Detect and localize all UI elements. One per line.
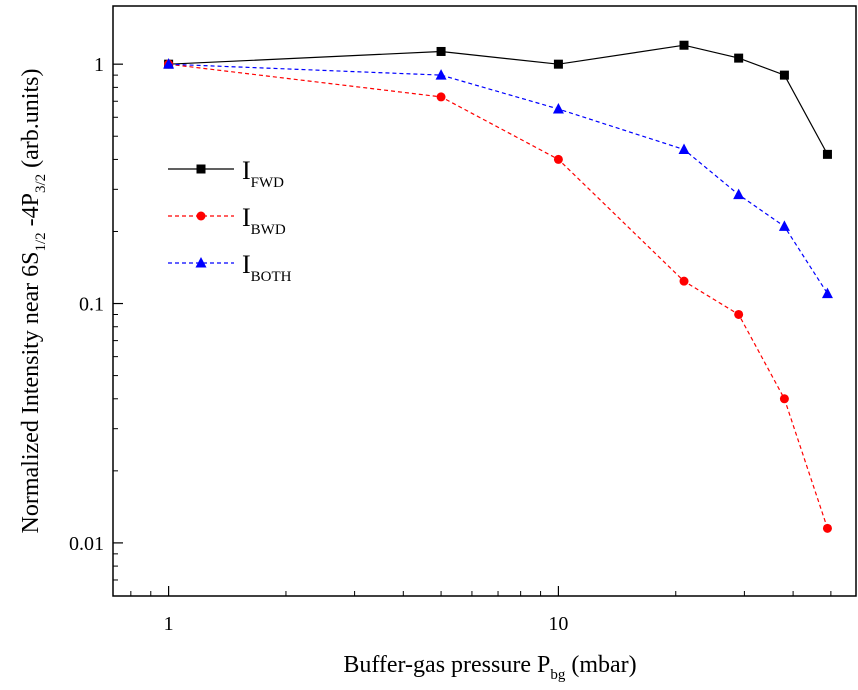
data-point-fwd	[734, 53, 744, 63]
data-point-both	[678, 143, 690, 155]
legend-label-main: I	[242, 250, 251, 279]
data-point-both	[733, 188, 745, 200]
data-point-fwd	[779, 70, 789, 80]
data-point-bwd	[822, 523, 832, 533]
data-point-both	[778, 220, 790, 231]
series-line-bwd	[168, 63, 829, 529]
tick-labels: 1 10 0.01 0.1 1	[69, 54, 568, 635]
data-point-both	[163, 58, 175, 69]
legend-label-bwd: IBWD	[242, 203, 286, 238]
data-point-bwd	[779, 394, 789, 404]
plot-frame	[112, 5, 857, 597]
legend-marker-both	[195, 257, 207, 268]
legend-label-main: I	[242, 203, 251, 232]
legend-item-fwd: IFWD	[168, 156, 284, 191]
series-layer	[163, 40, 833, 533]
legend-label-main: I	[242, 156, 251, 185]
legend-label-both: IBOTH	[242, 250, 292, 285]
data-point-both	[435, 69, 447, 80]
y-tick-label: 0.01	[69, 533, 104, 555]
data-point-bwd	[734, 309, 744, 319]
data-point-fwd	[436, 46, 446, 56]
x-tick-label: 10	[548, 613, 568, 635]
major-ticks	[113, 63, 560, 596]
legend-label-sub: FWD	[251, 175, 285, 191]
data-point-bwd	[553, 154, 563, 164]
data-point-bwd	[679, 276, 689, 286]
data-point-both	[821, 287, 833, 299]
x-tick-label: 1	[164, 613, 174, 635]
y-tick-label: 1	[94, 54, 104, 76]
data-point-fwd	[553, 59, 563, 69]
legend-label-sub: BOTH	[251, 269, 292, 285]
data-point-both	[552, 102, 564, 114]
minor-ticks	[113, 74, 832, 596]
x-axis-label: Buffer-gas pressure Pbg (mbar)	[343, 652, 636, 683]
legend-label-fwd: IFWD	[242, 156, 284, 191]
legend-label-sub: BWD	[251, 222, 286, 238]
series-line-fwd	[168, 44, 829, 155]
series-both	[163, 58, 833, 299]
legend-marker-fwd	[196, 164, 206, 174]
data-point-fwd	[822, 149, 832, 159]
legend-marker-bwd	[196, 211, 206, 221]
legend-item-both: IBOTH	[168, 250, 292, 285]
data-point-bwd	[436, 92, 446, 102]
y-axis-label: Normalized Intensity near 6S1/2 -4P3/2 (…	[18, 69, 49, 534]
legend-item-bwd: IBWD	[168, 203, 286, 238]
series-fwd	[164, 40, 832, 159]
data-point-fwd	[679, 40, 689, 50]
series-bwd	[164, 59, 832, 533]
y-tick-label: 0.1	[79, 294, 104, 316]
